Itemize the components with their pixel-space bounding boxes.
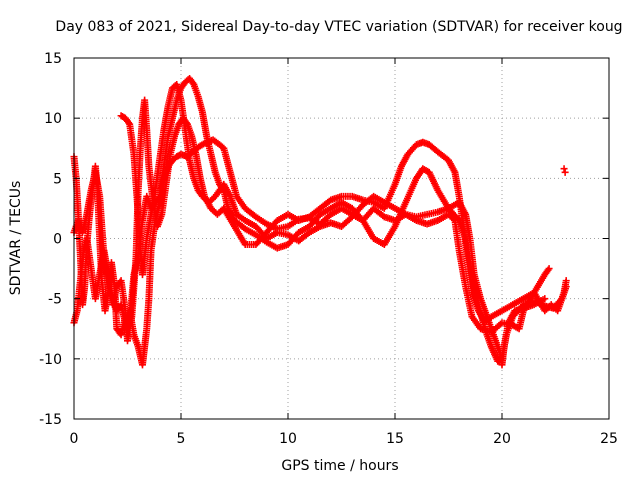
y-tick-label: 15 <box>44 51 62 67</box>
data-points-layer <box>70 74 570 369</box>
y-tick-label: -10 <box>39 352 62 368</box>
x-tick-label: 5 <box>177 431 186 447</box>
data-point-marker <box>541 295 549 303</box>
x-tick-label: 0 <box>70 431 79 447</box>
data-point-marker <box>545 265 553 273</box>
data-point-marker <box>125 119 133 127</box>
x-tick-label: 20 <box>493 431 511 447</box>
data-point-marker <box>189 79 197 87</box>
data-point-marker <box>544 266 552 274</box>
y-tick-label: 0 <box>53 232 62 248</box>
chart-title: Day 083 of 2021, Sidereal Day-to-day VTE… <box>55 19 622 35</box>
y-tick-label: 5 <box>53 171 62 187</box>
x-axis-label: GPS time / hours <box>281 458 398 474</box>
axis-ticks: 0 5 10 15 20 25 -15 -10 -5 0 5 10 15 <box>39 51 618 447</box>
outlier-point-marker <box>561 168 569 176</box>
x-tick-label: 25 <box>600 431 618 447</box>
outlier-point-marker <box>560 165 568 173</box>
data-point-marker <box>562 277 570 285</box>
y-tick-label: -15 <box>39 412 62 428</box>
x-tick-label: 15 <box>386 431 404 447</box>
y-tick-label: 10 <box>44 111 62 127</box>
x-tick-label: 10 <box>279 431 297 447</box>
y-axis-label: SDTVAR / TECUs <box>8 181 24 296</box>
y-tick-label: -5 <box>48 292 62 308</box>
